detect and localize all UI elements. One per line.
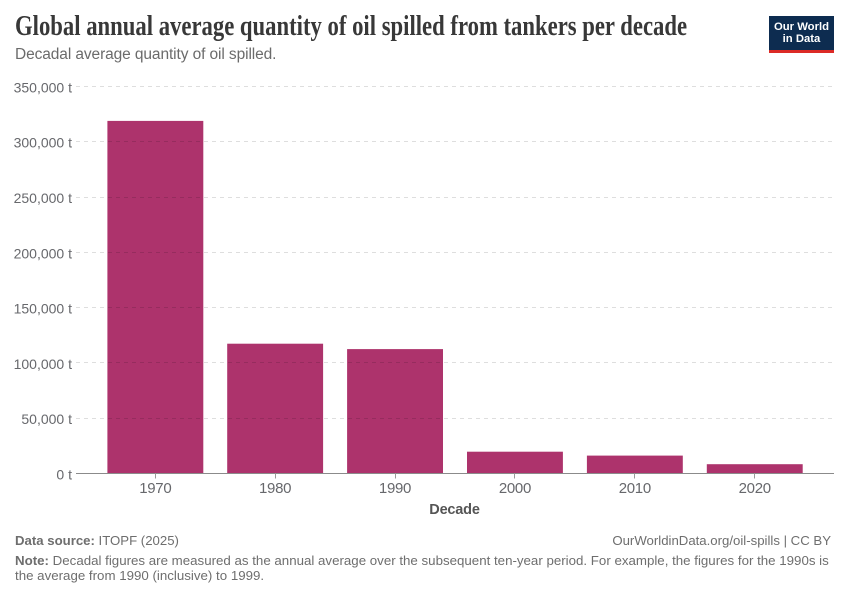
svg-text:1990: 1990 — [379, 480, 411, 497]
svg-text:2000: 2000 — [499, 480, 531, 497]
svg-text:0 t: 0 t — [56, 467, 72, 483]
svg-text:2020: 2020 — [739, 480, 771, 497]
svg-text:350,000 t: 350,000 t — [14, 79, 72, 95]
svg-text:300,000 t: 300,000 t — [14, 135, 72, 151]
svg-text:250,000 t: 250,000 t — [14, 190, 72, 206]
svg-text:1970: 1970 — [139, 480, 171, 497]
svg-text:200,000 t: 200,000 t — [14, 245, 72, 261]
svg-text:2010: 2010 — [619, 480, 651, 497]
svg-text:150,000 t: 150,000 t — [14, 301, 72, 317]
svg-text:Decade: Decade — [429, 502, 480, 518]
svg-text:100,000 t: 100,000 t — [14, 356, 72, 372]
svg-text:1980: 1980 — [259, 480, 291, 497]
svg-text:50,000 t: 50,000 t — [21, 411, 72, 427]
